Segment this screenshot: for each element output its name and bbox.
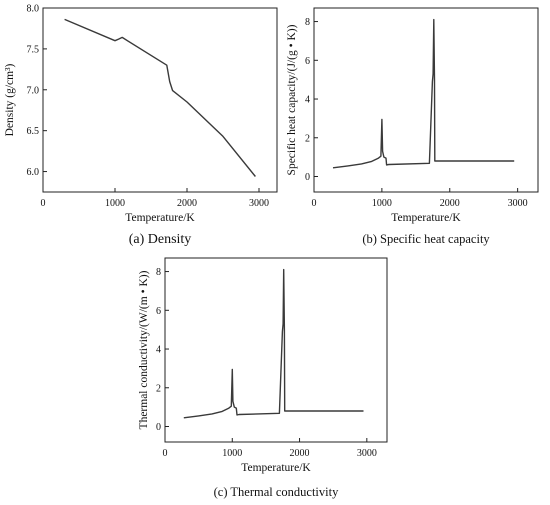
x-axis-label: Temperature/K <box>125 212 195 224</box>
y-tick-label: 0 <box>305 172 310 183</box>
y-axis-label: Density (g/cm³) <box>4 63 16 136</box>
x-tick-label: 2000 <box>177 198 197 209</box>
y-axis-label: Thermal conductivity/(W/(m • K)) <box>138 270 150 429</box>
y-tick-label: 4 <box>156 345 161 356</box>
plot-frame <box>42 7 278 193</box>
y-tick-label: 2 <box>156 383 161 394</box>
x-tick-label: 1000 <box>372 198 392 209</box>
y-tick-label: 6 <box>156 306 161 317</box>
x-axis-label: Temperature/K <box>241 462 311 474</box>
x-tick-label: 0 <box>163 448 168 459</box>
y-tick-label: 7.0 <box>27 85 40 96</box>
y-tick-label: 4 <box>305 95 310 106</box>
data-line <box>64 18 256 177</box>
x-tick-label: 3000 <box>249 198 269 209</box>
y-tick-label: 2 <box>305 133 310 144</box>
x-tick-label: 3000 <box>508 198 528 209</box>
plot-frame <box>313 7 539 193</box>
x-tick-label: 1000 <box>222 448 242 459</box>
plot-frame <box>164 257 388 443</box>
panel-caption: (b) Specific heat capacity <box>362 232 490 246</box>
y-tick-label: 6.5 <box>27 126 40 137</box>
y-tick-label: 6 <box>305 56 310 67</box>
x-tick-label: 2000 <box>290 448 310 459</box>
x-tick-label: 3000 <box>357 448 377 459</box>
panel-specific-heat: 0 1000 2000 3000 0 2 4 6 8 Temperature/K Specific … <box>286 7 539 246</box>
panel-caption: (c) Thermal conductivity <box>214 485 339 499</box>
y-tick-label: 8.0 <box>27 4 40 15</box>
data-line <box>332 18 515 169</box>
x-tick-label: 1000 <box>105 198 125 209</box>
y-tick-label: 0 <box>156 422 161 433</box>
panel-thermal-conductivity: 0 1000 2000 3000 0 2 4 6 8 Temperature/K Thermal c… <box>138 257 388 499</box>
y-axis-label: Specific heat capacity/(J/(g • K)) <box>286 24 298 175</box>
panel-density: 0 1000 2000 3000 6.0 6.5 7.0 7.5 8.0 Temperature/… <box>4 4 278 247</box>
y-tick-label: 8 <box>156 267 161 278</box>
y-tick-label: 6.0 <box>27 167 40 178</box>
data-line <box>183 268 364 419</box>
x-tick-label: 0 <box>41 198 46 209</box>
y-tick-label: 8 <box>305 17 310 28</box>
panel-caption: (a) Density <box>129 232 192 247</box>
x-tick-label: 0 <box>312 198 317 209</box>
x-tick-label: 2000 <box>440 198 460 209</box>
y-tick-label: 7.5 <box>27 44 40 55</box>
x-axis-label: Temperature/K <box>391 212 461 224</box>
